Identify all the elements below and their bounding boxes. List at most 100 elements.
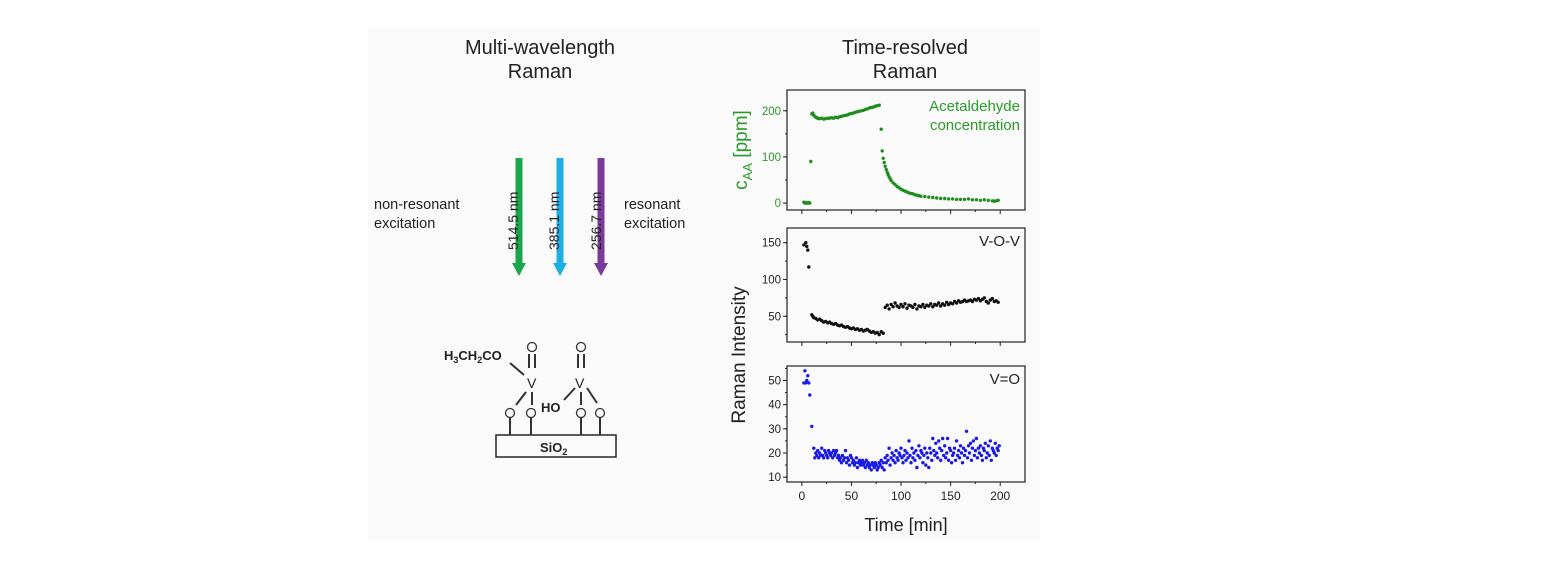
data-point <box>974 436 979 441</box>
data-point <box>979 453 984 458</box>
data-point <box>813 456 817 460</box>
data-point <box>846 458 851 462</box>
data-point <box>881 156 885 160</box>
data-point <box>911 305 915 310</box>
vanadia-structure-diagram: H3CH2CO V V HO SiO2 <box>444 341 617 458</box>
data-point <box>980 458 985 462</box>
data-point <box>808 393 812 397</box>
data-point <box>807 381 811 385</box>
data-point <box>869 468 873 472</box>
data-point <box>965 456 970 460</box>
data-point <box>943 444 947 448</box>
data-point <box>923 194 927 199</box>
data-point <box>957 456 962 460</box>
data-point <box>882 160 886 165</box>
data-point <box>915 465 919 470</box>
data-point <box>805 244 809 249</box>
data-point <box>929 302 933 306</box>
data-point <box>923 305 927 310</box>
data-point <box>990 296 994 301</box>
data-point <box>836 453 841 458</box>
y-tick-label: 100 <box>762 152 781 164</box>
data-point <box>916 453 920 458</box>
data-point <box>892 453 896 458</box>
data-point <box>806 374 810 378</box>
data-point <box>839 461 844 465</box>
y-tick-label: 100 <box>762 274 781 286</box>
left-title-line1: Multi-wavelength <box>464 37 616 59</box>
data-point <box>942 453 946 458</box>
data-point <box>927 304 931 308</box>
data-point <box>882 468 886 472</box>
data-point <box>973 448 978 453</box>
data-point <box>954 439 959 443</box>
data-point <box>902 453 906 458</box>
right-title-line1: Time-resolved <box>842 37 968 59</box>
data-point <box>989 458 993 462</box>
data-point <box>805 378 809 383</box>
x-tick-label: 100 <box>891 489 911 503</box>
data-point <box>888 463 892 467</box>
left-title-line2: Raman <box>507 61 573 83</box>
data-point <box>913 302 917 307</box>
vo-chart: 10 20 30 40 50 0 50 100 150 200 V=O Time [min] <box>768 365 1026 535</box>
data-point <box>931 305 935 309</box>
data-point <box>913 458 917 462</box>
vanadium-left: V <box>527 375 537 391</box>
data-point <box>986 444 990 448</box>
acetaldehyde-annotation-line2: concentration <box>930 117 1020 134</box>
data-point <box>945 300 949 304</box>
data-point <box>936 456 940 460</box>
data-point <box>976 296 981 301</box>
data-point <box>900 456 904 460</box>
data-point <box>920 451 924 455</box>
non-resonant-line1: non-resonant <box>374 197 460 213</box>
data-point <box>908 453 912 458</box>
data-point <box>948 448 953 453</box>
acetaldehyde-annotation-line1: Acetaldehyde <box>929 98 1020 115</box>
data-point <box>804 241 808 245</box>
data-point <box>838 456 843 460</box>
data-point <box>927 465 931 470</box>
data-point <box>840 453 845 458</box>
data-point <box>896 458 900 462</box>
data-point <box>931 195 935 200</box>
right-title-line2: Raman <box>872 61 938 83</box>
x-tick-label: 150 <box>941 489 961 503</box>
oxo-oxygen-right <box>575 341 587 353</box>
data-point <box>881 461 885 465</box>
data-point <box>899 302 903 307</box>
data-point <box>996 198 1000 202</box>
data-point <box>963 448 968 453</box>
data-point <box>883 456 887 460</box>
data-point <box>899 446 903 450</box>
data-point <box>934 441 938 445</box>
data-point <box>912 451 916 455</box>
vanadium-right: V <box>575 375 585 391</box>
data-point <box>857 458 862 462</box>
data-point <box>907 439 911 443</box>
data-point <box>982 448 986 453</box>
data-point <box>876 465 880 470</box>
data-point <box>986 198 990 202</box>
right-title: Time-resolved Raman <box>790 36 1020 84</box>
data-point <box>977 451 982 455</box>
laser-arrowhead-2 <box>594 263 608 276</box>
data-point <box>910 446 914 450</box>
laser-arrowhead-1 <box>553 263 567 276</box>
data-point <box>971 439 976 443</box>
data-point <box>816 448 820 453</box>
data-point <box>922 453 926 458</box>
oxo-oxygen-left <box>526 341 538 353</box>
data-point <box>880 149 884 153</box>
laser-arrow-shaft-2 <box>597 158 605 264</box>
data-point <box>897 305 901 310</box>
data-point <box>996 448 1000 453</box>
data-point <box>923 446 927 450</box>
data-point <box>924 463 928 467</box>
data-point <box>928 446 932 450</box>
data-point <box>944 456 948 460</box>
data-point <box>940 448 944 453</box>
data-point <box>884 167 888 172</box>
